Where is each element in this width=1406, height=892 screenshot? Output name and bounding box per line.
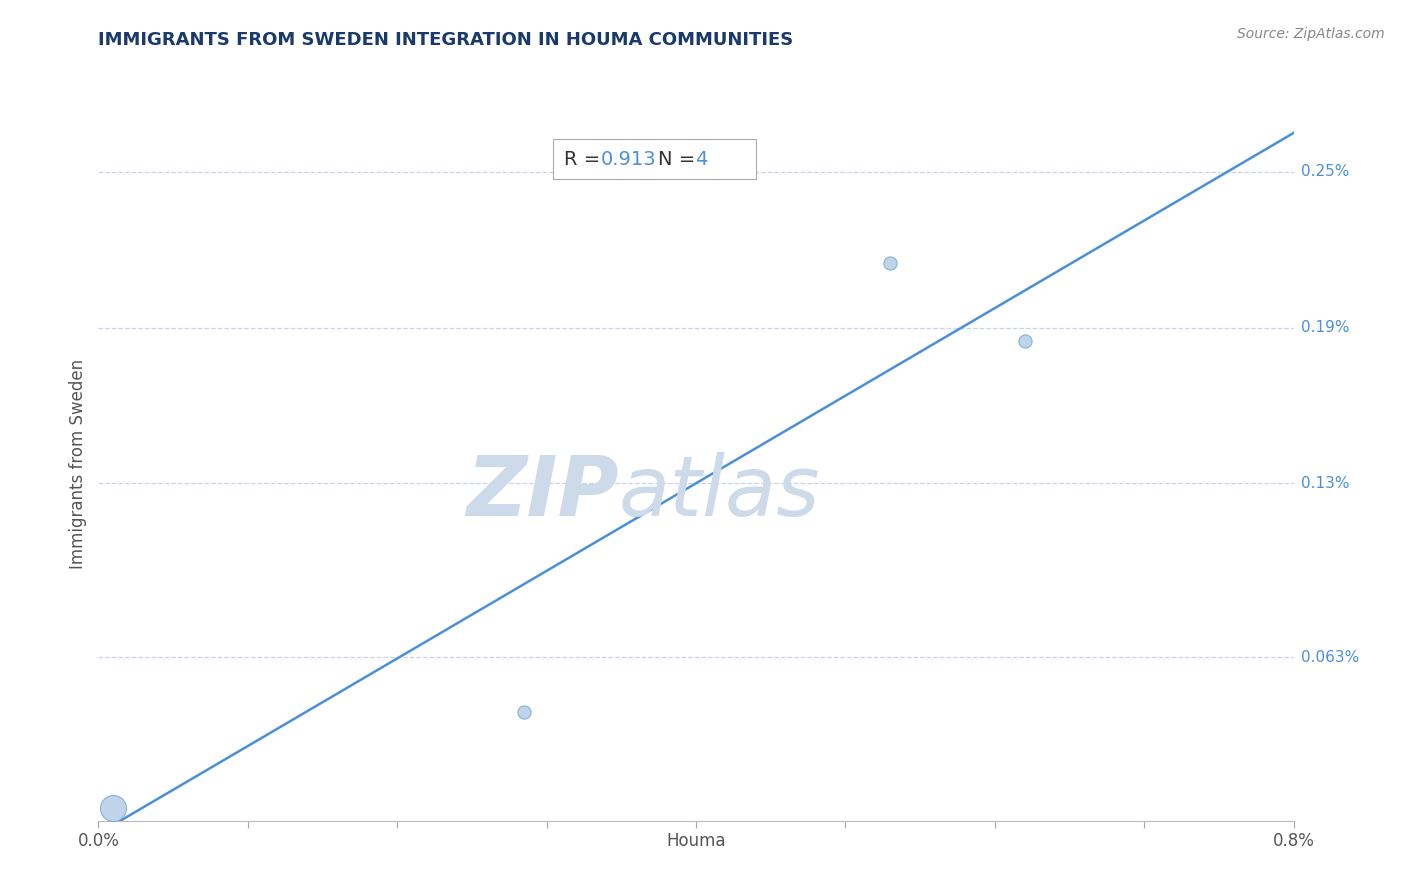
Text: 0.063%: 0.063% — [1301, 649, 1358, 665]
Text: 0.19%: 0.19% — [1301, 320, 1348, 335]
Point — [1014, 334, 1036, 348]
Text: R =: R = — [564, 150, 606, 169]
Text: 0.25%: 0.25% — [1301, 164, 1348, 179]
Text: atlas: atlas — [619, 452, 820, 533]
Text: ZIP: ZIP — [465, 452, 619, 533]
Text: 0.13%: 0.13% — [1301, 475, 1348, 491]
Point — [879, 256, 901, 270]
Y-axis label: Immigrants from Sweden: Immigrants from Sweden — [69, 359, 87, 569]
Point — [513, 705, 536, 719]
Text: N =: N = — [658, 150, 702, 169]
Text: IMMIGRANTS FROM SWEDEN INTEGRATION IN HOUMA COMMUNITIES: IMMIGRANTS FROM SWEDEN INTEGRATION IN HO… — [98, 31, 793, 49]
Text: 0.913: 0.913 — [600, 150, 657, 169]
Text: Source: ZipAtlas.com: Source: ZipAtlas.com — [1237, 27, 1385, 41]
Text: 4: 4 — [695, 150, 707, 169]
Point — [103, 800, 125, 814]
